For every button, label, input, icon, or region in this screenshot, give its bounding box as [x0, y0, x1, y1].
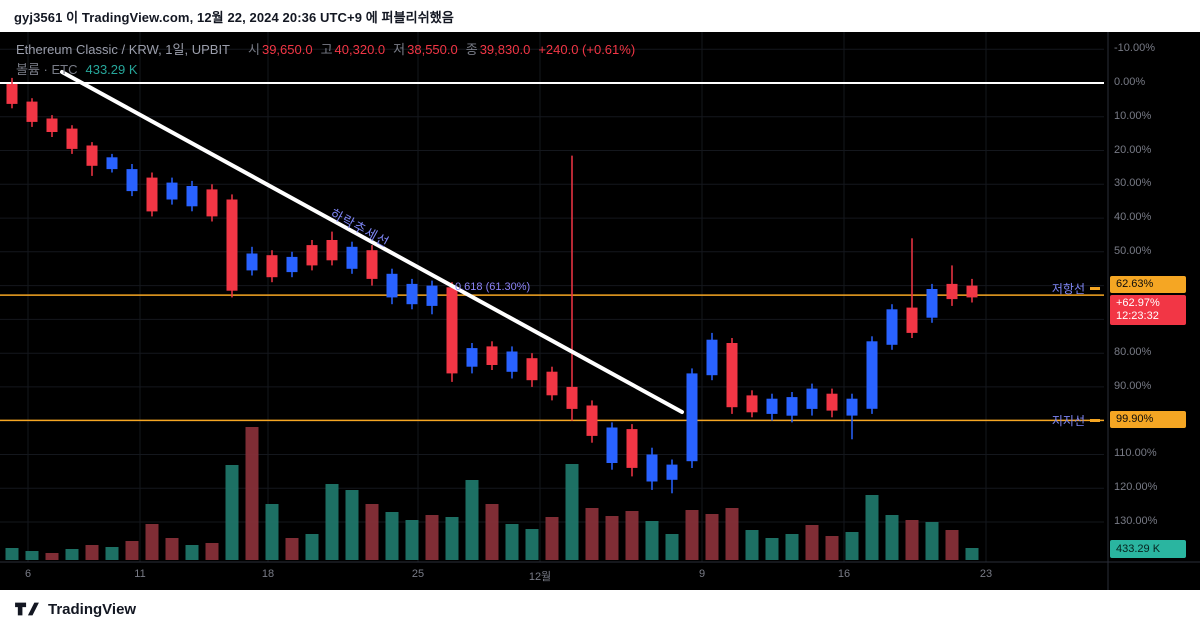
resistance-line-label[interactable]: 저항선: [1052, 280, 1100, 297]
footer-bar: TradingView: [0, 590, 1200, 628]
support-line-label[interactable]: 지지선: [1052, 412, 1100, 429]
price-axis-label: 30.00%: [1114, 177, 1152, 189]
publish-info-text: gyj3561 이 TradingView.com, 12월 22, 2024 …: [14, 9, 454, 25]
symbol-legend[interactable]: Ethereum Classic / KRW, 1일, UPBIT 시 39,650…: [16, 40, 635, 80]
time-axis-label: 23: [979, 568, 993, 580]
price-axis-label: 90.00%: [1114, 380, 1152, 392]
chart-area[interactable]: Ethereum Classic / KRW, 1일, UPBIT 시 39,650…: [0, 32, 1200, 590]
time-axis-label: 9: [698, 568, 706, 580]
high-label: 고: [320, 42, 333, 57]
time-axis-label: 12월: [528, 571, 552, 583]
price-axis-label: 110.00%: [1114, 447, 1157, 459]
last-price-change: +62.97%: [1116, 297, 1160, 309]
close-label: 종: [465, 42, 478, 57]
tradingview-logo-icon[interactable]: [14, 598, 40, 620]
support-dash-icon: [1090, 419, 1100, 422]
time-axis-label: 11: [134, 568, 146, 580]
legend-volume-row[interactable]: 볼륨 · ETC 433.29 K: [16, 60, 635, 80]
low-label: 저: [393, 42, 406, 57]
support-line-text: 지지선: [1051, 414, 1085, 428]
price-axis-label: 40.00%: [1114, 211, 1152, 223]
open-value: 39,650.0: [261, 42, 313, 57]
open-label: 시: [248, 42, 260, 57]
low-value: 38,550.0: [407, 42, 458, 57]
price-axis-label: -10.00%: [1114, 42, 1155, 54]
support-price-badge[interactable]: 99.90%: [1110, 411, 1186, 428]
volume-indicator-value: 433.29 K: [85, 62, 138, 77]
time-axis-label: 25: [411, 568, 425, 580]
price-axis-label: 120.00%: [1114, 481, 1158, 493]
publish-info-bar: gyj3561 이 TradingView.com, 12월 22, 2024 …: [0, 0, 1200, 32]
resistance-dash-icon: [1090, 287, 1100, 290]
close-value: 39,830.0: [479, 42, 531, 57]
high-value: 40,320.0: [334, 42, 386, 57]
chart-canvas[interactable]: [0, 32, 1200, 590]
volume-indicator-label[interactable]: 볼륨 · ETC: [16, 62, 78, 77]
time-axis-label: 6: [24, 568, 32, 580]
last-price-badge[interactable]: +62.97% 12:23:32: [1110, 295, 1186, 325]
price-axis-label: 80.00%: [1114, 346, 1152, 358]
time-axis-label: 18: [261, 568, 275, 580]
resistance-price-badge[interactable]: 62.63%: [1110, 276, 1186, 293]
price-axis-label: 50.00%: [1114, 245, 1152, 257]
price-axis-label: 0.00%: [1114, 76, 1146, 88]
symbol-title[interactable]: Ethereum Classic / KRW, 1일, UPBIT: [16, 42, 230, 57]
bar-countdown: 12:23:32: [1116, 310, 1159, 322]
tradingview-wordmark[interactable]: TradingView: [48, 600, 137, 618]
price-axis-label: 130.00%: [1114, 515, 1158, 527]
volume-value-badge[interactable]: 433.29 K: [1110, 540, 1186, 558]
fib-level-label[interactable]: 0.618 (61.30%): [455, 281, 531, 293]
price-axis-label: 20.00%: [1114, 144, 1152, 156]
price-axis-label: 10.00%: [1114, 110, 1152, 122]
time-axis-label: 16: [837, 568, 851, 580]
change-value: +240.0 (+0.61%): [538, 42, 636, 57]
legend-ohlc-row[interactable]: Ethereum Classic / KRW, 1일, UPBIT 시 39,650…: [16, 40, 635, 60]
resistance-line-text: 저항선: [1051, 282, 1085, 296]
